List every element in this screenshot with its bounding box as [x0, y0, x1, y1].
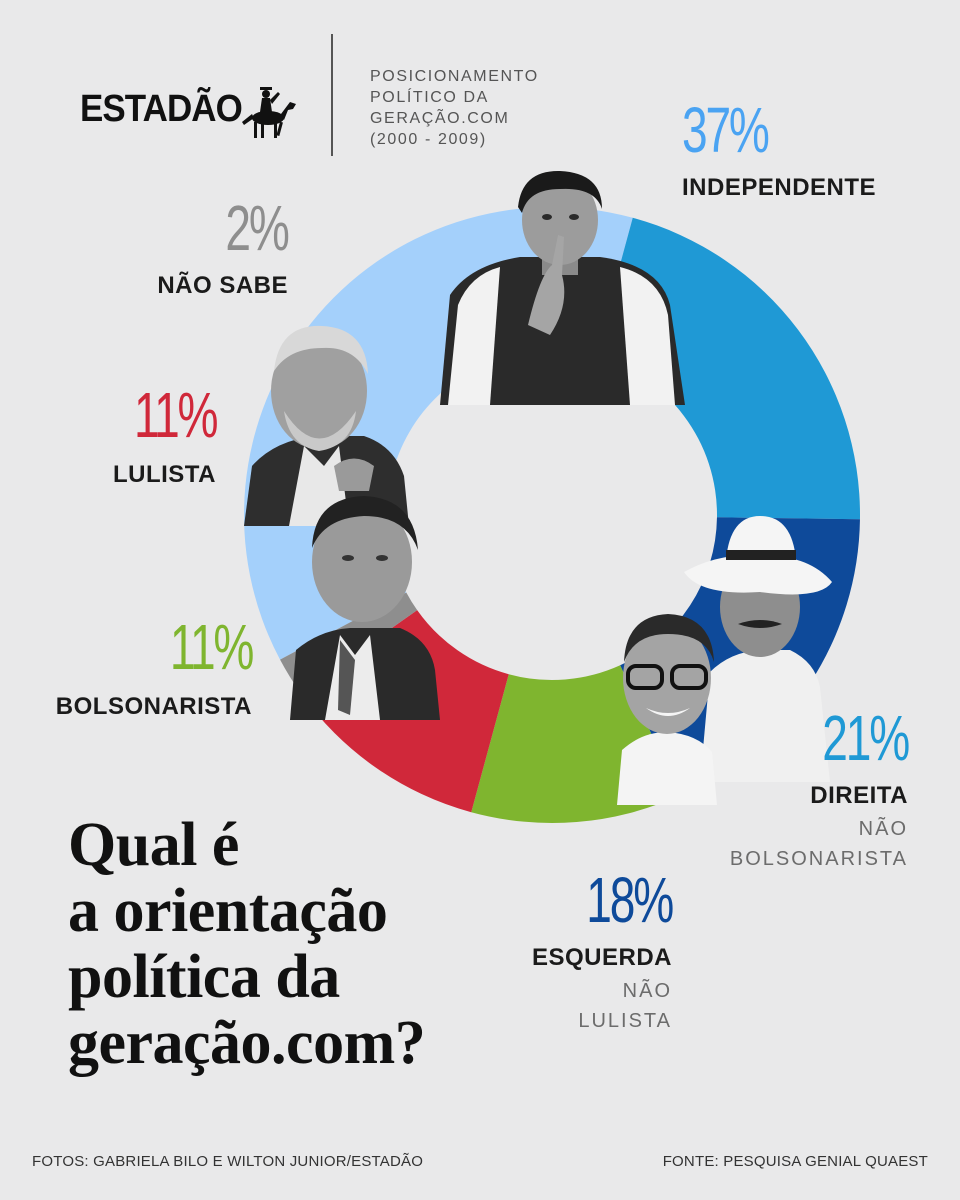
chart-subtitle: POSICIONAMENTO POLÍTICO DA GERAÇÃO.COM (… — [370, 66, 610, 150]
category-bolsonarista: BOLSONARISTA — [55, 693, 252, 720]
subtitle-line: (2000 - 2009) — [370, 131, 487, 148]
value-bolsonarista: 11% — [169, 611, 254, 683]
headline-line: Qual é — [68, 811, 239, 879]
label-lulista: 11% LULISTA — [102, 379, 218, 488]
label-nao-sabe: 2% NÃO SABE — [157, 192, 290, 299]
subcategory-direita: NÃO BOLSONARISTA — [729, 818, 908, 870]
label-direita: 21% DIREITA NÃO BOLSONARISTA — [718, 702, 910, 874]
value-esquerda: 18% — [586, 864, 674, 936]
category-independente: INDEPENDENTE — [682, 174, 877, 201]
photo-independente-person — [440, 170, 685, 405]
subcategory-esquerda: NÃO LULISTA — [578, 980, 672, 1032]
value-independente: 37% — [682, 94, 770, 166]
subtitle-line: POLÍTICO DA — [370, 89, 489, 106]
label-independente: 37% INDEPENDENTE — [682, 98, 876, 200]
photo-esquerda-person-glasses — [617, 614, 717, 805]
value-lulista: 11% — [133, 379, 218, 451]
value-direita: 21% — [822, 702, 910, 774]
photo-bolsonarista-person — [290, 496, 440, 720]
subtitle-line: POSICIONAMENTO — [370, 68, 539, 85]
value-nao-sabe: 2% — [225, 192, 290, 264]
photo-credits: FOTOS: GABRIELA BILO E WILTON JUNIOR/EST… — [32, 1153, 424, 1170]
headline-question: Qual é a orientação política da geração.… — [68, 811, 426, 1077]
data-source: FONTE: PESQUISA GENIAL QUAEST — [662, 1153, 928, 1170]
subtitle-line: GERAÇÃO.COM — [370, 110, 510, 127]
headline-line: a orientação — [68, 877, 388, 945]
headline-line: geração.com? — [68, 1009, 426, 1077]
label-esquerda: 18% ESQUERDA NÃO LULISTA — [531, 864, 674, 1036]
category-nao-sabe: NÃO SABE — [157, 272, 288, 299]
category-direita: DIREITA — [810, 782, 908, 809]
estadao-logo-text: ESTADÃO — [80, 88, 243, 130]
label-bolsonarista: 11% BOLSONARISTA — [55, 611, 254, 720]
horse-rider-icon — [242, 87, 296, 138]
headline-line: política da — [68, 943, 340, 1011]
photo-direita-person-hat — [684, 516, 832, 782]
category-lulista: LULISTA — [112, 461, 216, 488]
category-esquerda: ESQUERDA — [531, 944, 672, 971]
header-divider — [331, 34, 333, 156]
